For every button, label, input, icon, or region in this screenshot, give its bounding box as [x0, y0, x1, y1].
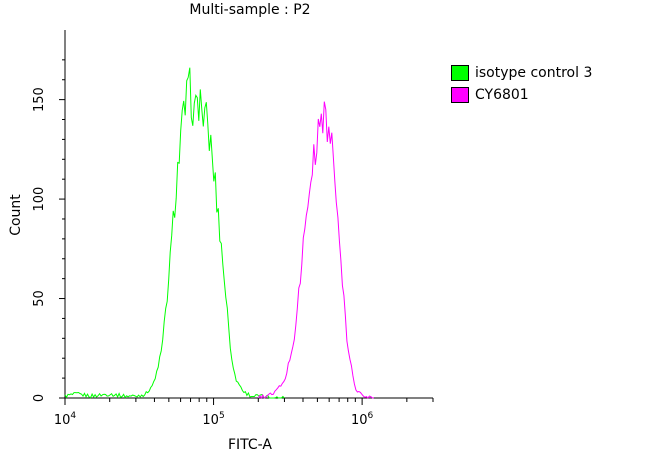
legend-item-isotype: isotype control 3: [451, 62, 592, 84]
legend-item-cy6801: CY6801: [451, 84, 592, 106]
series-line-1: [257, 101, 374, 399]
legend: isotype control 3 CY6801: [451, 62, 592, 106]
y-axis-label: Count: [8, 194, 24, 236]
x-tick-label: 106: [351, 411, 374, 428]
legend-label: CY6801: [475, 87, 529, 103]
y-tick-label: 150: [32, 87, 47, 112]
legend-swatch: [451, 87, 469, 103]
y-tick-label: 50: [32, 290, 47, 307]
x-axis-label: FITC-A: [227, 437, 272, 453]
y-tick-label: 100: [32, 187, 47, 212]
legend-label: isotype control 3: [475, 65, 593, 81]
chart-title: Multi-sample : P2: [189, 2, 311, 18]
x-tick-label: 105: [202, 411, 224, 428]
y-tick-label: 0: [32, 394, 47, 402]
series-line-0: [64, 67, 285, 399]
legend-swatch: [451, 65, 469, 81]
x-tick-label: 104: [54, 411, 77, 428]
